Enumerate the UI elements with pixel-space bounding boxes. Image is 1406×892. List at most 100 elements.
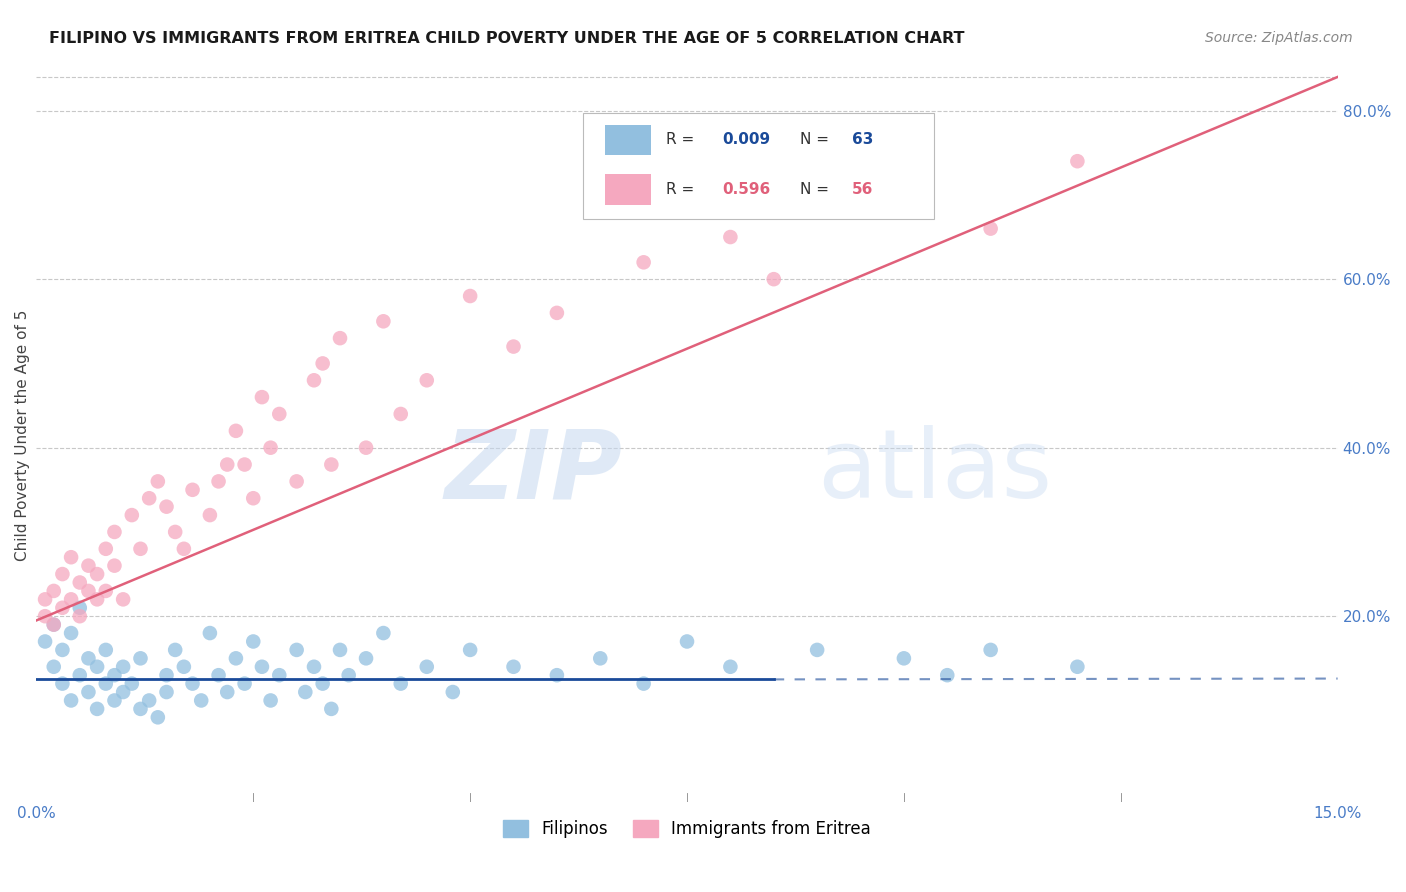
Y-axis label: Child Poverty Under the Age of 5: Child Poverty Under the Age of 5 [15, 310, 30, 561]
Point [233, 676, 256, 690]
Point [633, 255, 655, 269]
Point [302, 373, 325, 387]
Point [416, 373, 439, 387]
Point [42, 659, 65, 673]
Point [321, 458, 343, 472]
Point [441, 685, 464, 699]
Point [69, 609, 91, 624]
Point [718, 230, 741, 244]
Point [242, 491, 264, 506]
Point [112, 685, 135, 699]
Point [259, 693, 281, 707]
Point [337, 668, 360, 682]
Point [103, 558, 125, 573]
Point [269, 668, 291, 682]
Point [676, 634, 699, 648]
Text: R =: R = [666, 182, 699, 197]
FancyBboxPatch shape [583, 112, 934, 219]
Point [112, 659, 135, 673]
Point [250, 390, 273, 404]
Point [589, 651, 612, 665]
Point [121, 676, 143, 690]
Point [94, 643, 117, 657]
Point [181, 483, 204, 497]
Point [42, 617, 65, 632]
Point [173, 659, 195, 673]
Point [103, 693, 125, 707]
Point [77, 558, 100, 573]
Point [676, 204, 699, 219]
Point [51, 600, 73, 615]
Point [373, 626, 395, 640]
Point [217, 685, 239, 699]
Point [129, 541, 152, 556]
Point [233, 458, 256, 472]
Point [633, 676, 655, 690]
Point [217, 458, 239, 472]
Point [762, 272, 785, 286]
Point [198, 626, 221, 640]
Point [259, 441, 281, 455]
Point [121, 508, 143, 522]
Point [718, 659, 741, 673]
Point [173, 541, 195, 556]
Point [354, 651, 377, 665]
Text: ZIP: ZIP [444, 425, 621, 518]
Point [1066, 659, 1088, 673]
Point [165, 524, 187, 539]
Point [155, 500, 177, 514]
Point [77, 651, 100, 665]
Point [242, 634, 264, 648]
Point [86, 659, 108, 673]
Point [893, 651, 915, 665]
Point [502, 659, 524, 673]
Legend: Filipinos, Immigrants from Eritrea: Filipinos, Immigrants from Eritrea [496, 813, 877, 845]
Point [936, 668, 959, 682]
Point [285, 643, 308, 657]
Point [893, 171, 915, 186]
Point [77, 685, 100, 699]
Text: 0.009: 0.009 [723, 133, 770, 147]
Point [34, 634, 56, 648]
Point [86, 567, 108, 582]
Point [416, 659, 439, 673]
Point [51, 676, 73, 690]
Point [980, 221, 1002, 235]
Bar [605, 125, 651, 155]
Point [198, 508, 221, 522]
Point [103, 668, 125, 682]
Point [458, 643, 481, 657]
Point [225, 424, 247, 438]
Point [285, 475, 308, 489]
Point [51, 643, 73, 657]
Point [155, 685, 177, 699]
Point [1066, 154, 1088, 169]
Point [34, 609, 56, 624]
Point [373, 314, 395, 328]
Point [311, 356, 333, 370]
Point [354, 441, 377, 455]
Point [980, 643, 1002, 657]
Point [269, 407, 291, 421]
Point [42, 583, 65, 598]
Point [129, 702, 152, 716]
Text: R =: R = [666, 133, 699, 147]
Bar [605, 174, 651, 205]
Point [69, 575, 91, 590]
Point [502, 340, 524, 354]
Point [329, 643, 352, 657]
Point [146, 475, 169, 489]
Point [321, 702, 343, 716]
Point [86, 702, 108, 716]
Point [69, 600, 91, 615]
Point [86, 592, 108, 607]
Point [94, 583, 117, 598]
Point [225, 651, 247, 665]
Point [181, 676, 204, 690]
Point [42, 617, 65, 632]
Point [190, 693, 212, 707]
Point [546, 306, 568, 320]
Point [94, 676, 117, 690]
Point [207, 668, 229, 682]
Point [302, 659, 325, 673]
